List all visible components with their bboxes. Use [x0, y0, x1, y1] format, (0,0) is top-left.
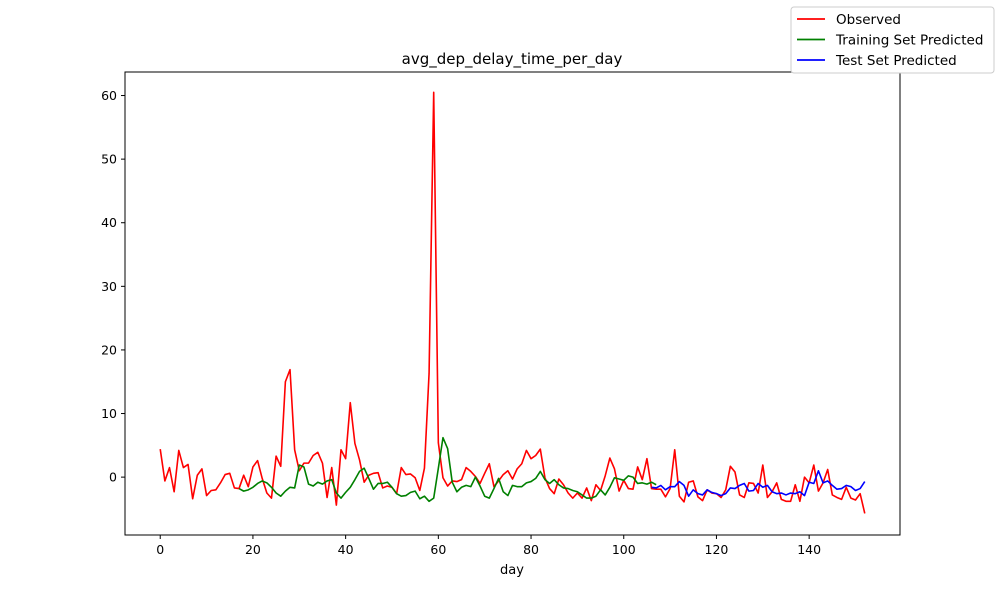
x-tick-label: 0	[156, 542, 164, 557]
series-line-test-set-predicted	[651, 469, 866, 498]
y-tick-label: 30	[101, 279, 117, 294]
x-tick-label: 140	[797, 542, 821, 557]
legend-label-training-set-predicted: Training Set Predicted	[835, 33, 983, 49]
x-tick-label: 20	[245, 542, 261, 557]
y-tick-label: 0	[109, 470, 117, 485]
x-tick-label: 100	[612, 542, 636, 557]
x-axis-title: day	[500, 563, 524, 578]
plot-frame	[124, 71, 901, 536]
y-axis: 0 10 20 30 40 50 60	[101, 88, 125, 485]
legend-label-observed: Observed	[836, 12, 901, 28]
y-tick-label: 50	[101, 152, 117, 167]
series-line-training-set-predicted	[238, 436, 657, 503]
x-tick-label: 80	[523, 542, 539, 557]
legend: Observed Training Set Predicted Test Set P…	[790, 6, 995, 74]
legend-box	[790, 6, 995, 74]
y-tick-label: 60	[101, 88, 117, 103]
y-tick-label: 20	[101, 342, 117, 357]
y-tick-label: 10	[101, 406, 117, 421]
y-tick-label: 40	[101, 215, 117, 230]
x-tick-label: 60	[430, 542, 446, 557]
x-axis: 0 20 40 60 80 100 120 140	[156, 535, 821, 557]
x-tick-label: 40	[338, 542, 354, 557]
legend-label-test-set-predicted: Test Set Predicted	[835, 53, 957, 69]
series-layer	[159, 91, 866, 514]
chart-title: avg_dep_delay_time_per_day	[402, 50, 623, 69]
x-tick-label: 120	[705, 542, 729, 557]
